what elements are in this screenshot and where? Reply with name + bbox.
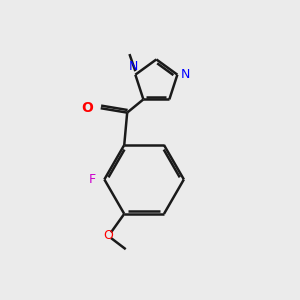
Text: O: O	[81, 101, 93, 115]
Text: O: O	[103, 230, 113, 242]
Text: F: F	[89, 173, 96, 186]
Text: N: N	[128, 60, 138, 73]
Text: N: N	[181, 68, 190, 81]
